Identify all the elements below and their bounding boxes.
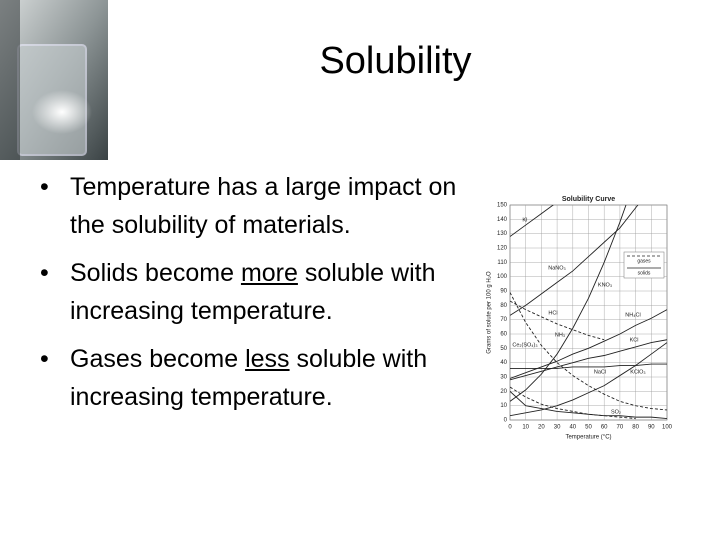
y-tick-label: 90 [500, 289, 507, 295]
y-tick-label: 120 [497, 246, 508, 252]
legend-label: solids [638, 270, 651, 276]
curve [510, 205, 639, 316]
curve-label: KI [522, 217, 528, 223]
curve [510, 300, 605, 341]
curve-label: HCl [548, 310, 557, 316]
slide-title: Solubility [319, 40, 472, 82]
curve-label: NH₃ [555, 332, 565, 338]
curve [510, 309, 667, 379]
x-tick-label: 50 [585, 425, 592, 431]
bullet: Solids become more soluble with increasi… [40, 254, 490, 330]
curve-label: KNO₃ [598, 282, 612, 288]
curve-label: KClO₃ [630, 369, 645, 375]
legend-label: gases [637, 258, 651, 264]
x-axis-label: Temperature (°C) [565, 435, 611, 441]
x-tick-label: 70 [617, 425, 624, 431]
curve-label: NH₄Cl [625, 312, 640, 318]
curve-label: NaCl [594, 369, 606, 375]
y-tick-label: 30 [500, 375, 507, 381]
curve [510, 205, 554, 237]
curve [510, 339, 667, 381]
y-tick-label: 60 [500, 332, 507, 338]
bullet-text: soluble with increasing temperature. [70, 345, 428, 411]
bullet-text: Gases become [70, 345, 246, 373]
bullet-list: Temperature has a large impact on the so… [40, 168, 490, 426]
curve [510, 205, 627, 402]
curve-label: SO₂ [611, 409, 621, 415]
y-tick-label: 80 [500, 303, 507, 309]
x-tick-label: 100 [662, 425, 673, 431]
bullet: Gases become less soluble with increasin… [40, 340, 490, 416]
y-tick-label: 130 [497, 231, 508, 237]
y-tick-label: 20 [500, 389, 507, 395]
curve [510, 363, 667, 369]
beaker-photo [0, 0, 108, 160]
y-tick-label: 140 [497, 217, 508, 223]
y-tick-label: 150 [497, 203, 508, 209]
x-tick-label: 40 [569, 425, 576, 431]
y-tick-label: 50 [500, 346, 507, 352]
curve [510, 386, 636, 420]
y-tick-label: 0 [504, 418, 508, 424]
curve-label: NaNO₃ [548, 265, 566, 271]
chart-title: Solubility Curve [562, 196, 615, 203]
curves [510, 205, 667, 420]
curve [510, 292, 667, 411]
x-tick-label: 80 [632, 425, 639, 431]
x-tick-label: 30 [554, 425, 561, 431]
curve [510, 342, 667, 417]
curve [510, 391, 667, 420]
solubility-chart: Solubility Curve010203040506070809010011… [487, 196, 673, 441]
y-tick-label: 40 [500, 360, 507, 366]
bullet-text: soluble with increasing temperature. [70, 259, 436, 325]
y-tick-label: 70 [500, 317, 507, 323]
x-tick-label: 0 [508, 425, 512, 431]
bullet-text: Solids become [70, 259, 241, 287]
bullet-text: Temperature has a large impact on the so… [70, 173, 457, 239]
y-axis-label: Grams of solute per 100 g H₂O [487, 271, 493, 354]
x-tick-label: 20 [538, 425, 545, 431]
emphasis: less [245, 345, 290, 373]
emphasis: more [240, 259, 298, 287]
curve-label: KCl [630, 337, 639, 343]
x-tick-label: 10 [522, 425, 529, 431]
y-tick-label: 10 [500, 403, 507, 409]
y-tick-label: 110 [497, 260, 507, 266]
y-tick-label: 100 [497, 274, 508, 280]
bullet: Temperature has a large impact on the so… [40, 168, 490, 244]
x-tick-label: 60 [601, 425, 608, 431]
x-tick-label: 90 [648, 425, 655, 431]
curve-label: Ce₂(SO₄)₃ [512, 342, 537, 348]
